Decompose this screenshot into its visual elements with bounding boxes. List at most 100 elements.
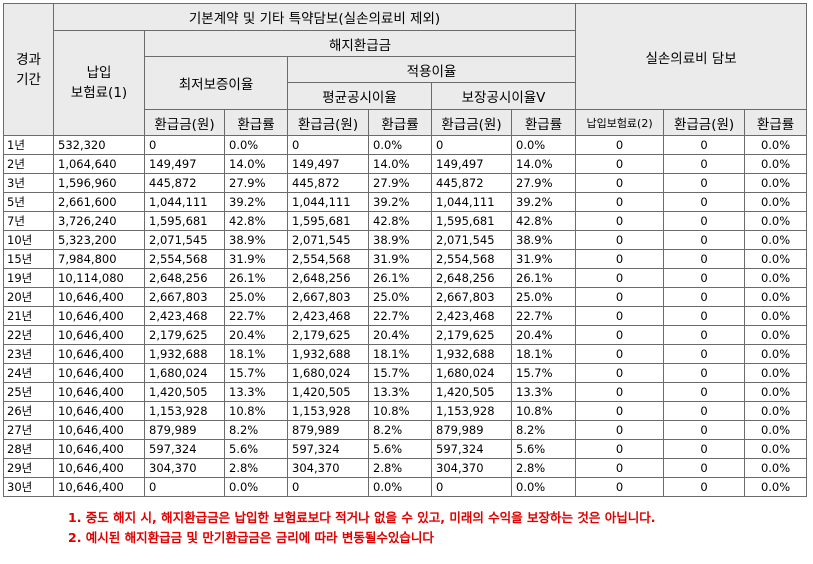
cell-period: 30년 — [3, 477, 54, 497]
cell-min-refund: 1,680,024 — [144, 363, 225, 383]
table-row: 27년 10,646,400 879,989 8.2% 879,989 8.2% 879,9… — [3, 420, 808, 440]
cell-period: 23년 — [3, 344, 54, 364]
cell-avg-refund: 2,423,468 — [287, 306, 369, 326]
cell-premium: 3,726,240 — [53, 211, 145, 231]
cell-med-ratio: 0.0% — [744, 401, 808, 421]
cell-avg-refund: 304,370 — [287, 458, 369, 478]
cell-min-refund: 0 — [144, 135, 225, 155]
cell-grt-refund: 0 — [431, 135, 512, 155]
table-row: 15년 7,984,800 2,554,568 31.9% 2,554,568 31.9%… — [3, 249, 808, 269]
cell-avg-ratio: 26.1% — [368, 268, 432, 288]
cell-avg-refund: 149,497 — [287, 154, 369, 174]
cell-avg-ratio: 0.0% — [368, 477, 432, 497]
cell-min-ratio: 38.9% — [224, 230, 288, 250]
cell-med-refund: 0 — [663, 344, 746, 364]
cell-premium: 532,320 — [53, 135, 145, 155]
cell-avg-ratio: 20.4% — [368, 325, 432, 345]
cell-med-premium: 0 — [575, 135, 665, 155]
medical-premium-header: 납입보험료(2) — [575, 109, 665, 136]
table-row: 1년 532,320 0 0.0% 0 0.0% 0 0.0% 0 0 0.0% — [3, 135, 808, 155]
table-row: 20년 10,646,400 2,667,803 25.0% 2,667,803 25.0… — [3, 287, 808, 307]
cell-grt-refund: 0 — [431, 477, 512, 497]
cell-avg-ratio: 42.8% — [368, 211, 432, 231]
cell-med-refund: 0 — [663, 249, 746, 269]
cell-grt-refund: 879,989 — [431, 420, 512, 440]
cell-premium: 10,114,080 — [53, 268, 145, 288]
cell-med-ratio: 0.0% — [744, 230, 808, 250]
cell-grt-refund: 1,044,111 — [431, 192, 512, 212]
cell-grt-refund: 1,932,688 — [431, 344, 512, 364]
cell-period: 10년 — [3, 230, 54, 250]
cell-med-ratio: 0.0% — [744, 439, 808, 459]
cell-min-refund: 2,071,545 — [144, 230, 225, 250]
cell-premium: 7,984,800 — [53, 249, 145, 269]
cell-grt-ratio: 8.2% — [510, 420, 577, 440]
cell-avg-refund: 2,667,803 — [287, 287, 369, 307]
cell-med-premium: 0 — [575, 325, 665, 345]
avg-refund-header: 환급금(원) — [287, 109, 369, 136]
cell-med-premium: 0 — [575, 211, 665, 231]
cell-premium: 10,646,400 — [53, 477, 145, 497]
cell-premium: 5,323,200 — [53, 230, 145, 250]
cell-period: 20년 — [3, 287, 54, 307]
cell-min-refund: 2,667,803 — [144, 287, 225, 307]
cell-premium: 2,661,600 — [53, 192, 145, 212]
cell-period: 22년 — [3, 325, 54, 345]
cell-min-ratio: 10.8% — [224, 401, 288, 421]
cell-premium: 10,646,400 — [53, 382, 145, 402]
cell-grt-refund: 1,680,024 — [431, 363, 512, 383]
cell-avg-ratio: 13.3% — [368, 382, 432, 402]
cell-min-ratio: 27.9% — [224, 173, 288, 193]
cell-med-ratio: 0.0% — [744, 344, 808, 364]
applied-rate-header: 적용이율 — [286, 56, 577, 83]
cell-avg-refund: 1,044,111 — [287, 192, 369, 212]
cell-avg-refund: 2,071,545 — [287, 230, 369, 250]
cell-grt-ratio: 25.0% — [510, 287, 577, 307]
cell-min-ratio: 0.0% — [224, 477, 288, 497]
cell-premium: 10,646,400 — [53, 458, 145, 478]
cell-avg-refund: 2,648,256 — [287, 268, 369, 288]
table-row: 7년 3,726,240 1,595,681 42.8% 1,595,681 42.8% 1… — [3, 211, 808, 231]
table-row: 23년 10,646,400 1,932,688 18.1% 1,932,688 18.1… — [3, 344, 808, 364]
refund-table: 경과 기간 기본계약 및 기타 특약담보(실손의료비 제외) 실손의료비 담보 … — [3, 3, 808, 497]
surrender-group-header: 해지환급금 — [143, 30, 577, 57]
cell-grt-ratio: 31.9% — [510, 249, 577, 269]
cell-period: 25년 — [3, 382, 54, 402]
cell-period: 7년 — [3, 211, 54, 231]
cell-grt-refund: 597,324 — [431, 439, 512, 459]
cell-grt-ratio: 38.9% — [510, 230, 577, 250]
cell-premium: 1,596,960 — [53, 173, 145, 193]
cell-period: 21년 — [3, 306, 54, 326]
cell-period: 26년 — [3, 401, 54, 421]
table-row: 3년 1,596,960 445,872 27.9% 445,872 27.9% 445,8… — [3, 173, 808, 193]
cell-avg-ratio: 10.8% — [368, 401, 432, 421]
cell-min-ratio: 25.0% — [224, 287, 288, 307]
cell-min-refund: 2,648,256 — [144, 268, 225, 288]
cell-avg-ratio: 2.8% — [368, 458, 432, 478]
cell-period: 3년 — [3, 173, 54, 193]
cell-med-refund: 0 — [663, 154, 746, 174]
disclaimer-notes: 1. 중도 해지 시, 해지환급금은 납입한 보험료보다 적거나 없을 수 있고… — [68, 508, 655, 548]
cell-med-refund: 0 — [663, 211, 746, 231]
cell-grt-ratio: 0.0% — [510, 135, 577, 155]
cell-min-ratio: 0.0% — [224, 135, 288, 155]
cell-med-ratio: 0.0% — [744, 477, 808, 497]
cell-grt-ratio: 14.0% — [510, 154, 577, 174]
cell-grt-refund: 1,153,928 — [431, 401, 512, 421]
cell-period: 24년 — [3, 363, 54, 383]
cell-min-ratio: 5.6% — [224, 439, 288, 459]
cell-med-refund: 0 — [663, 439, 746, 459]
cell-min-refund: 2,554,568 — [144, 249, 225, 269]
cell-med-refund: 0 — [663, 401, 746, 421]
cell-med-ratio: 0.0% — [744, 211, 808, 231]
medical-group-header: 실손의료비 담보 — [575, 3, 808, 110]
cell-med-premium: 0 — [575, 249, 665, 269]
cell-med-refund: 0 — [663, 306, 746, 326]
cell-med-refund: 0 — [663, 230, 746, 250]
cell-avg-ratio: 14.0% — [368, 154, 432, 174]
period-header: 경과 기간 — [3, 3, 54, 136]
cell-grt-ratio: 0.0% — [510, 477, 577, 497]
table-row: 24년 10,646,400 1,680,024 15.7% 1,680,024 15.7… — [3, 363, 808, 383]
cell-avg-ratio: 22.7% — [368, 306, 432, 326]
cell-avg-ratio: 27.9% — [368, 173, 432, 193]
